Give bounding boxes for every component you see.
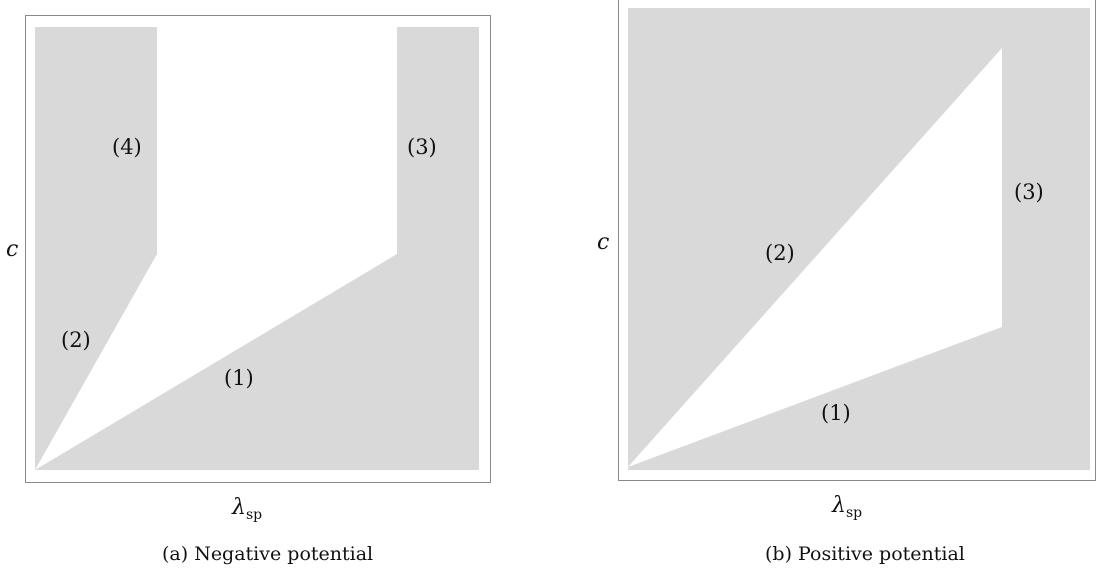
panel-b-caption: (b) Positive potential: [765, 543, 965, 565]
panel-a-shaded-region: [35, 27, 479, 470]
panel-a-shaded-region: [35, 27, 157, 470]
panel-a-x-axis-label: λsp: [232, 495, 263, 523]
panel-a-region-label-4: (4): [112, 135, 142, 159]
panel-a-region-label-2: (2): [61, 328, 91, 352]
panel-b-region-label-2: (2): [765, 241, 795, 265]
panel-b-region-label-1: (1): [821, 401, 851, 425]
panel-a-y-axis-label: c: [6, 237, 19, 262]
panel-a-region-label-3: (3): [407, 135, 437, 159]
panel-b-x-axis-label: λsp: [832, 493, 863, 521]
panel-b-shaded-region: [628, 8, 1090, 470]
panel-b-y-axis-label: c: [597, 230, 610, 255]
panel-b-region-label-3: (3): [1014, 180, 1044, 204]
panel-a-caption: (a) Negative potential: [162, 543, 374, 565]
panel-a-region-label-1: (1): [224, 366, 254, 390]
